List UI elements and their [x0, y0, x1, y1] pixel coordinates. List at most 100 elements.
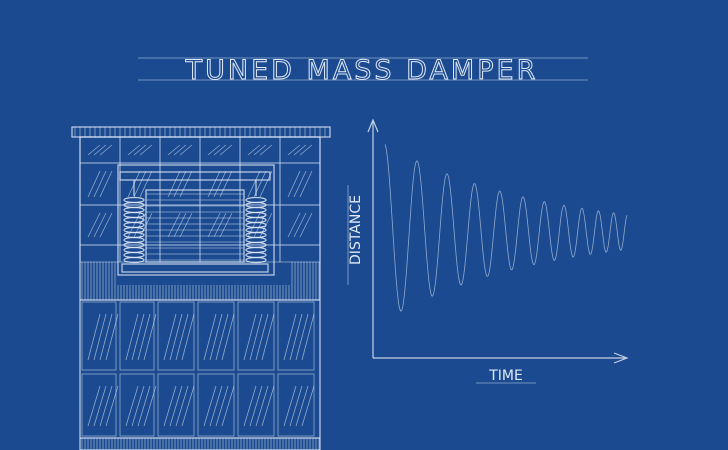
- glass-hatch: [175, 313, 189, 361]
- glass-hatch: [99, 170, 113, 198]
- window: [119, 373, 155, 437]
- spring-coil: [245, 256, 267, 264]
- glass-hatch: [219, 170, 233, 198]
- glass-hatch: [143, 385, 157, 427]
- glass-hatch: [213, 170, 227, 198]
- glass-hatch: [255, 385, 269, 427]
- window: [81, 301, 117, 371]
- glass-hatch: [181, 385, 195, 427]
- glass-hatch: [173, 212, 187, 238]
- glass-hatch: [93, 212, 107, 238]
- glass-hatch: [219, 144, 233, 156]
- glass-hatch: [105, 385, 119, 427]
- y-axis: [367, 118, 379, 358]
- window: [119, 301, 155, 371]
- glass-hatch: [249, 385, 263, 427]
- glass-hatch: [93, 313, 107, 361]
- title-group: TUNED MASS DAMPER: [138, 55, 588, 87]
- glass-hatch: [293, 212, 307, 238]
- glass-hatch: [179, 144, 193, 156]
- damper-base-plate: [121, 263, 269, 273]
- glass-hatch: [243, 313, 257, 361]
- window: [277, 373, 315, 437]
- glass-hatch: [173, 144, 187, 156]
- glass-hatch: [93, 144, 107, 156]
- glass-hatch: [169, 385, 183, 427]
- glass-hatch: [179, 170, 193, 198]
- x-axis: [373, 352, 629, 364]
- glass-hatch: [243, 385, 257, 427]
- glass-hatch: [163, 385, 177, 427]
- glass-hatch: [167, 144, 181, 156]
- glass-hatch: [299, 212, 313, 238]
- glass-hatch: [213, 144, 227, 156]
- glass-hatch: [207, 212, 221, 238]
- glass-hatch: [215, 313, 229, 361]
- glass-hatch: [131, 385, 145, 427]
- glass-hatch: [203, 385, 217, 427]
- glass-hatch: [99, 385, 113, 427]
- glass-hatch: [137, 385, 151, 427]
- glass-hatch: [221, 385, 235, 427]
- window: [237, 373, 275, 437]
- glass-hatch: [125, 385, 139, 427]
- glass-hatch: [137, 313, 151, 361]
- glass-hatch: [301, 385, 315, 427]
- glass-hatch: [133, 170, 147, 198]
- x-axis-label: TIME: [488, 368, 523, 384]
- glass-hatch: [87, 385, 101, 427]
- glass-hatch: [167, 170, 181, 198]
- glass-hatch: [93, 385, 107, 427]
- window: [157, 301, 195, 371]
- glass-hatch: [93, 170, 107, 198]
- title: TUNED MASS DAMPER: [185, 55, 539, 86]
- glass-hatch: [179, 212, 193, 238]
- glass-hatch: [209, 313, 223, 361]
- glass-hatch: [301, 313, 315, 361]
- graph: DISTANCE TIME: [347, 118, 629, 384]
- glass-hatch: [99, 313, 113, 361]
- window: [81, 373, 117, 437]
- building: [71, 126, 331, 450]
- glass-hatch: [247, 170, 261, 198]
- glass-hatch: [283, 385, 297, 427]
- glass-hatch: [175, 385, 189, 427]
- glass-hatch: [261, 385, 275, 427]
- window: [279, 244, 321, 263]
- glass-hatch: [173, 170, 187, 198]
- glass-hatch: [295, 313, 309, 361]
- glass-hatch: [209, 385, 223, 427]
- glass-hatch: [221, 313, 235, 361]
- glass-hatch: [287, 212, 301, 238]
- window: [277, 301, 315, 371]
- window: [197, 373, 235, 437]
- glass-hatch: [293, 170, 307, 198]
- y-axis-label: DISTANCE: [348, 195, 364, 265]
- glass-hatch: [213, 212, 227, 238]
- glass-hatch: [249, 313, 263, 361]
- glass-hatch: [289, 313, 303, 361]
- glass-hatch: [207, 144, 221, 156]
- glass-hatch: [99, 144, 113, 156]
- glass-hatch: [293, 144, 307, 156]
- glass-hatch: [181, 313, 195, 361]
- spring-coil: [123, 256, 145, 264]
- glass-hatch: [259, 144, 273, 156]
- glass-hatch: [87, 144, 101, 156]
- glass-hatch: [283, 313, 297, 361]
- glass-hatch: [253, 144, 267, 156]
- glass-hatch: [219, 212, 233, 238]
- glass-hatch: [207, 170, 221, 198]
- glass-hatch: [215, 385, 229, 427]
- glass-hatch: [163, 313, 177, 361]
- glass-hatch: [99, 212, 113, 238]
- window: [157, 373, 195, 437]
- glass-hatch: [295, 385, 309, 427]
- glass-hatch: [299, 144, 313, 156]
- glass-hatch: [127, 144, 141, 156]
- glass-hatch: [131, 313, 145, 361]
- glass-hatch: [133, 144, 147, 156]
- glass-hatch: [247, 144, 261, 156]
